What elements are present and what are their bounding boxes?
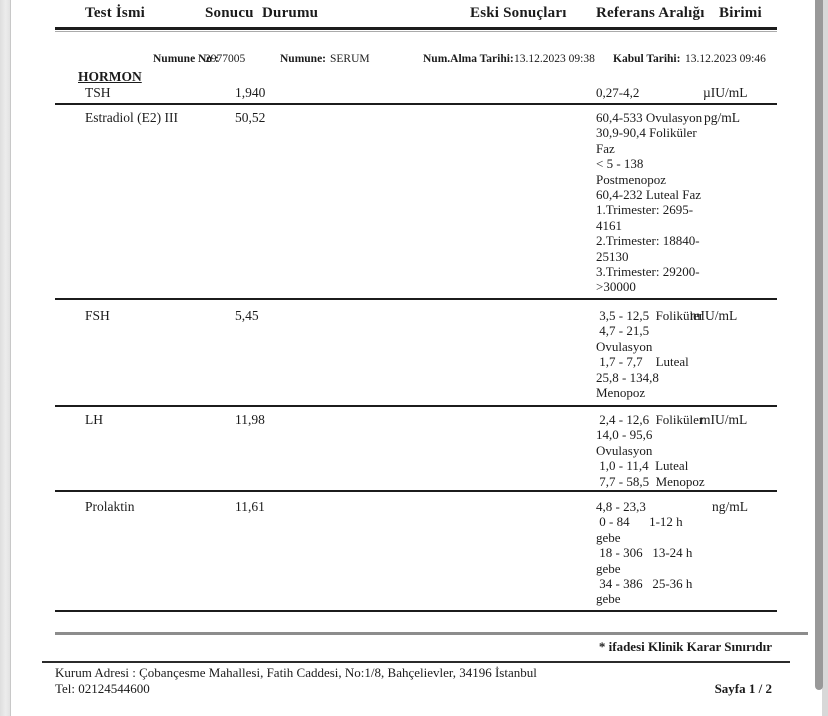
test-result: 1,940 bbox=[235, 85, 266, 100]
specimen-no-label: Numune No : bbox=[153, 53, 219, 65]
row-divider bbox=[55, 298, 777, 300]
column-header-result: Sonucu bbox=[205, 5, 254, 21]
test-unit: µIU/mL bbox=[703, 85, 748, 100]
row-divider bbox=[55, 405, 777, 407]
reference-range: 0,27-4,2 bbox=[596, 85, 640, 100]
test-name: Prolaktin bbox=[85, 499, 135, 514]
institution-address: Kurum Adresi : Çobançesme Mahallesi, Fat… bbox=[55, 665, 537, 680]
institution-phone: Tel: 02124544600 bbox=[55, 681, 150, 696]
table-bottom-divider bbox=[55, 610, 777, 612]
test-name: FSH bbox=[85, 308, 110, 323]
scrollbar-track[interactable] bbox=[822, 0, 828, 716]
test-name: LH bbox=[85, 412, 103, 427]
test-unit: ng/mL bbox=[712, 499, 748, 514]
column-header-status: Durumu bbox=[262, 5, 319, 21]
test-unit: mIU/mL bbox=[690, 308, 738, 323]
column-header-test-name: Test İsmi bbox=[85, 5, 146, 21]
reference-range: 4,8 - 23,3 0 - 84 1-12 h gebe 18 - 306 1… bbox=[596, 499, 693, 607]
test-result: 11,61 bbox=[235, 499, 265, 514]
reference-range: 3,5 - 12,5 Foliküler 4,7 - 21,5 Ovulasyo… bbox=[596, 308, 704, 401]
test-unit: mIU/mL bbox=[700, 412, 748, 427]
header-divider-shadow bbox=[55, 31, 777, 32]
test-result: 11,98 bbox=[235, 412, 265, 427]
reference-range: 60,4-533 Ovulasyon 30,9-90,4 Foliküler F… bbox=[596, 110, 703, 295]
acceptance-date-label: Kabul Tarihi: bbox=[613, 53, 681, 65]
specimen-no-value: 2977005 bbox=[205, 53, 246, 65]
test-result: 5,45 bbox=[235, 308, 259, 323]
scrollbar-thumb[interactable] bbox=[815, 0, 823, 690]
acceptance-date-value: 13.12.2023 09:46 bbox=[685, 53, 766, 65]
page-edge-shadow bbox=[0, 0, 11, 716]
test-unit: pg/mL bbox=[704, 110, 740, 125]
page-number: Sayfa 1 / 2 bbox=[714, 681, 772, 696]
specimen-type-value: SERUM bbox=[330, 53, 370, 65]
reference-range: 2,4 - 12,6 Foliküler 14,0 - 95,6 Ovulasy… bbox=[596, 412, 705, 489]
collection-date-value: 13.12.2023 09:38 bbox=[514, 53, 595, 65]
column-header-previous-results: Eski Sonuçları bbox=[470, 5, 567, 21]
footer-divider bbox=[42, 661, 790, 663]
row-divider bbox=[55, 490, 777, 492]
row-divider bbox=[55, 103, 777, 105]
column-header-reference-range: Referans Aralığı bbox=[596, 5, 705, 21]
test-name: Estradiol (E2) III bbox=[85, 110, 178, 125]
test-result: 50,52 bbox=[235, 110, 266, 125]
section-title-hormon: HORMON bbox=[78, 69, 142, 84]
footer-gray-divider bbox=[55, 632, 808, 635]
column-header-unit: Birimi bbox=[719, 5, 762, 21]
test-name: TSH bbox=[85, 85, 111, 100]
clinical-decision-note: * ifadesi Klinik Karar Sınırıdır bbox=[598, 639, 772, 654]
specimen-type-label: Numune: bbox=[280, 53, 327, 65]
collection-date-label: Num.Alma Tarihi: bbox=[423, 53, 514, 65]
header-divider bbox=[55, 27, 777, 30]
